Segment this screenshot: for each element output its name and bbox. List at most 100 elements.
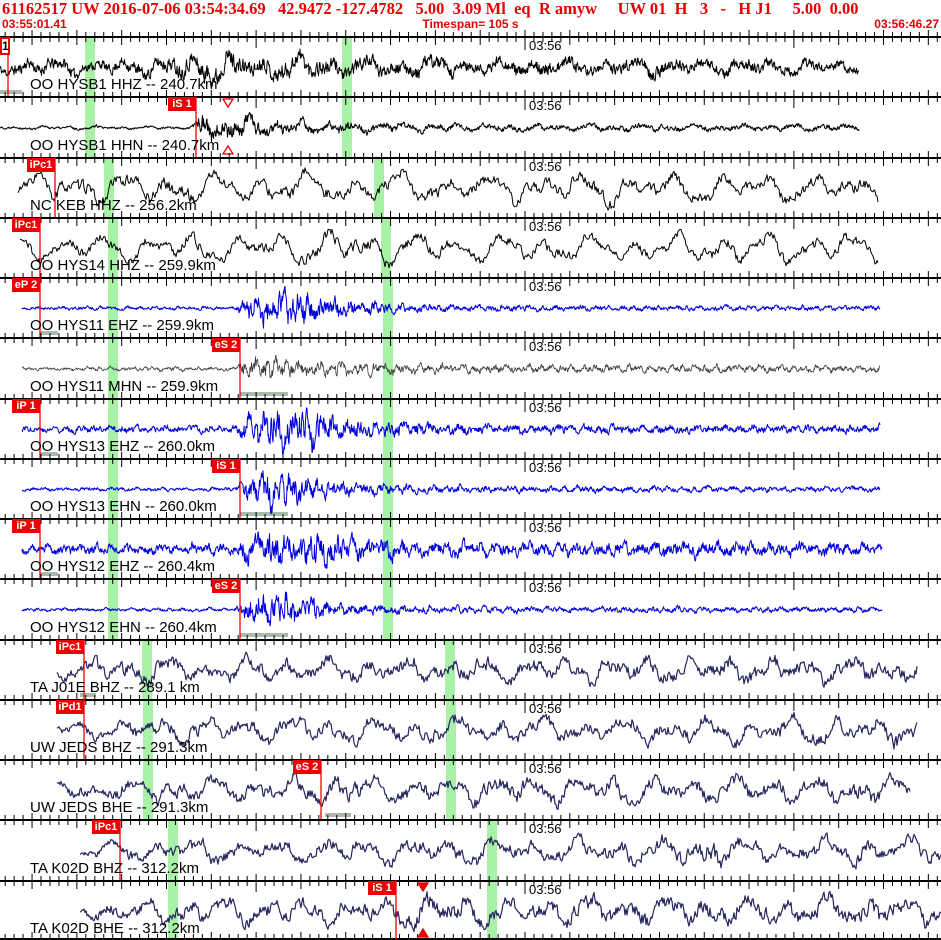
phase-window-highlight: [383, 580, 393, 639]
phase-window-highlight: [446, 701, 456, 759]
station-label: OO HYS13 EHN -- 260.0km: [30, 498, 217, 515]
time-tick-label: 03:56: [529, 219, 562, 234]
trace-row-ta-j01e-bhz[interactable]: iPc1 03:56 TA J01E BHZ -- 289.1 km: [0, 633, 941, 699]
trace-row-oo-hys11-mhn[interactable]: eS 2 03:56 OO HYS11 MHN -- 259.9km: [0, 331, 941, 398]
phase-window-highlight: [381, 219, 391, 277]
trace-divider: [0, 518, 941, 520]
trace-row-ta-k02d-bhz[interactable]: iPc1 03:56 TA K02D BHZ -- 312.2km: [0, 813, 941, 880]
trace-divider: [0, 639, 941, 641]
pick-triangle-marker[interactable]: [416, 927, 430, 938]
waveform-trace[interactable]: [0, 48, 860, 88]
waveform-trace[interactable]: [56, 711, 918, 750]
trace-divider: [0, 337, 941, 339]
waveform-trace[interactable]: [21, 531, 883, 569]
pick-triangle-marker[interactable]: [221, 98, 235, 109]
pick-flag[interactable]: iPc1: [27, 158, 55, 172]
pick-flag[interactable]: iS 1: [168, 97, 196, 111]
time-tick-label: 03:56: [529, 761, 562, 776]
trace-row-oo-hysb1-hhn[interactable]: iS 1 03:56 OO HYSB1 HHN -- 240.7km: [0, 90, 941, 157]
trace-row-oo-hys13-ehn[interactable]: iS 1 03:56 OO HYS13 EHN -- 260.0km: [0, 452, 941, 518]
pick-flag[interactable]: iS 1: [212, 459, 240, 473]
trace-row-oo-hys12-ehn[interactable]: eS 2 03:56 OO HYS12 EHN -- 260.4km: [0, 572, 941, 639]
waveform-plot: [0, 512, 941, 578]
waveform-plot: [0, 90, 941, 157]
station-label: TA J01E BHZ -- 289.1 km: [30, 679, 200, 696]
trace-divider: [0, 819, 941, 821]
pick-flag[interactable]: iP 1: [12, 519, 40, 533]
station-label: TA K02D BHE -- 312.2km: [30, 920, 200, 937]
pick-flag[interactable]: eS 2: [293, 760, 321, 774]
pick-flag[interactable]: iPc1: [12, 218, 40, 232]
trace-divider: [0, 157, 941, 159]
waveform-trace[interactable]: [79, 890, 941, 933]
phase-window-highlight: [374, 159, 384, 217]
trace-row-nc-keb-hhz[interactable]: iPc1 03:56 NC KEB HHZ -- 256.2km: [0, 151, 941, 217]
coda-bar: [40, 452, 58, 456]
coda-bar: [40, 331, 58, 335]
waveform-trace[interactable]: [21, 286, 881, 329]
phase-window-highlight: [487, 882, 497, 940]
trace-divider: [0, 36, 941, 38]
trace-row-uw-jeds-bhe[interactable]: eS 2 03:56 UW JEDS BHE -- 291.3km: [0, 753, 941, 819]
waveform-trace[interactable]: [17, 167, 879, 211]
waveform-trace[interactable]: [56, 651, 918, 688]
waveform-plot: [0, 392, 941, 458]
phase-window-highlight: [143, 701, 153, 759]
pick-flag[interactable]: eS 2: [212, 338, 240, 352]
station-label: OO HYS11 EHZ -- 259.9km: [30, 317, 214, 334]
waveform-trace[interactable]: [21, 354, 881, 379]
phase-window-highlight: [383, 339, 393, 398]
station-label: OO HYS12 EHZ -- 260.4km: [30, 558, 216, 575]
pick-flag[interactable]: eS 2: [212, 579, 240, 593]
phase-window-highlight: [108, 219, 118, 277]
station-label: NC KEB HHZ -- 256.2km: [30, 197, 197, 214]
waveform-plot: [0, 633, 941, 699]
pick-flag[interactable]: iPc1: [56, 640, 84, 654]
pick-flag[interactable]: 1: [0, 37, 10, 55]
pick-flag[interactable]: iP 1: [12, 399, 40, 413]
time-tick-label: 03:56: [529, 520, 562, 535]
pick-flag[interactable]: eP 2: [12, 278, 40, 292]
trace-row-ta-k02d-bhe[interactable]: iS 1 03:56 TA K02D BHE -- 312.2km: [0, 874, 941, 940]
waveform-trace[interactable]: [56, 770, 911, 810]
waveform-plot: [0, 151, 941, 217]
coda-bar: [240, 633, 288, 637]
time-tick-label: 03:56: [529, 159, 562, 174]
phase-window-highlight: [142, 641, 152, 699]
station-label: OO HYS11 MHN -- 259.9km: [30, 378, 219, 395]
trace-row-oo-hys11-ehz[interactable]: eP 2 03:56 OO HYS11 EHZ -- 259.9km: [0, 271, 941, 337]
waveform-trace[interactable]: [79, 832, 941, 870]
trace-divider: [0, 938, 941, 940]
waveform-trace[interactable]: [21, 591, 883, 627]
time-tick-label: 03:56: [529, 460, 562, 475]
trace-row-oo-hysb1-hhz[interactable]: 1 03:56 OO HYSB1 HHZ -- 240.7km: [0, 30, 941, 96]
trace-row-oo-hys12-ehz[interactable]: iP 1 03:56 OO HYS12 EHZ -- 260.4km: [0, 512, 941, 578]
time-tick-label: 03:56: [529, 882, 562, 897]
station-label: OO HYS13 EHZ -- 260.0km: [30, 438, 216, 455]
waveform-trace[interactable]: [21, 470, 881, 515]
waveform-trace[interactable]: [21, 407, 881, 456]
time-tick-label: 03:56: [529, 38, 562, 53]
trace-row-uw-jeds-bhz[interactable]: iPd1 03:56 UW JEDS BHZ -- 291.3km: [0, 693, 941, 759]
time-tick-label: 03:56: [529, 580, 562, 595]
waveform-plot: [0, 813, 941, 880]
pick-triangle-marker[interactable]: [416, 882, 430, 893]
time-tick-label: 03:56: [529, 400, 562, 415]
pick-flag[interactable]: iPc1: [92, 820, 120, 834]
waveform-plot: [0, 693, 941, 759]
waveform-plot: [0, 572, 941, 639]
trace-row-oo-hys14-hhz[interactable]: iPc1 03:56 OO HYS14 HHZ -- 259.9km: [0, 211, 941, 277]
phase-window-highlight: [168, 882, 178, 940]
trace-divider: [0, 578, 941, 580]
waveform-plot: [0, 30, 941, 96]
waveform-trace[interactable]: [19, 228, 879, 269]
trace-divider: [0, 880, 941, 882]
trace-row-oo-hys13-ehz[interactable]: iP 1 03:56 OO HYS13 EHZ -- 260.0km: [0, 392, 941, 458]
waveform-trace[interactable]: [0, 111, 860, 142]
pick-triangle-marker[interactable]: [221, 144, 235, 155]
time-tick-label: 03:56: [529, 98, 562, 113]
coda-bar: [80, 693, 96, 697]
pick-flag[interactable]: iPd1: [56, 700, 84, 714]
pick-flag[interactable]: iS 1: [368, 881, 396, 895]
station-label: OO HYS12 EHN -- 260.4km: [30, 619, 217, 636]
